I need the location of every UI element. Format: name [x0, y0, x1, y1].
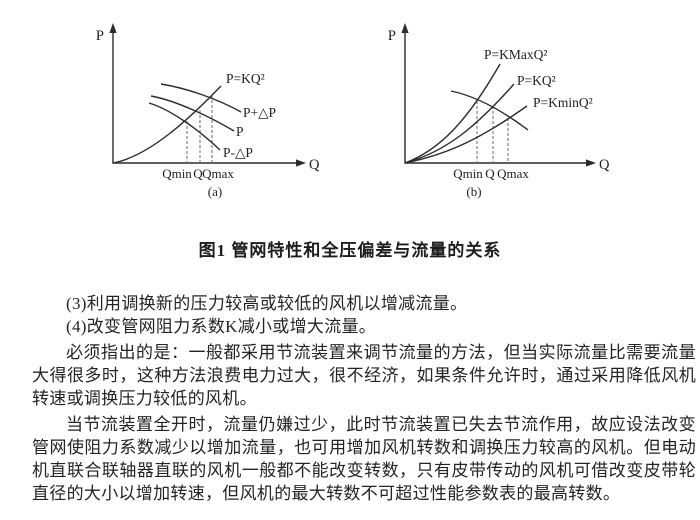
- text-line: 大得很多时，这种方法浪费电力过大，很不经济，如果条件允许时，通过采用降低风机: [32, 366, 696, 385]
- system-curve-k: [404, 83, 515, 164]
- text-line: 当节流装置全开时，流量仍嫌过少，此时节流装置已失去节流作用，故应设法改变: [66, 415, 696, 434]
- text-line: 直径的大小以增加转速，但风机的最大转数不可超过性能参数表的最高转数。: [32, 484, 621, 503]
- diagram-b: P Q P=KMaxQ² P=KQ² P=KminQ² Qmin Q Qmax …: [388, 23, 610, 199]
- text-line: 管网使阻力系数减少以增加流量，也可用增加风机转数和调换压力较高的风机。但电动: [32, 438, 696, 457]
- text-line: 转速或调换压力较低的风机。: [32, 389, 257, 408]
- system-curve-kmax: [404, 63, 501, 164]
- x-axis-label: Q: [309, 157, 320, 173]
- subfigure-label-a: (a): [208, 184, 222, 199]
- tick-qmax: Qmax: [202, 166, 234, 181]
- text-line: (4)改变管网阻力系数K减小或增大流量。: [66, 317, 377, 336]
- curve-label-system: P=KQ²: [226, 71, 265, 86]
- paragraph-full-open: 当节流装置全开时，流量仍嫌过少，此时节流装置已失去节流作用，故应设法改变 管网使…: [32, 413, 696, 505]
- tick-qmin: Qmin: [453, 166, 483, 181]
- curve-label-k: P=KQ²: [517, 73, 556, 88]
- y-axis-label: P: [388, 28, 396, 44]
- diagram-a: P Q P=KQ² P+△P P P-△P Qmin Q Qmax (a): [96, 23, 320, 199]
- curve-label-p-plus-dp: P+△P: [243, 105, 276, 120]
- paragraph-note-throttle: 必须指出的是：一般都采用节流装置来调节流量的方法，但当实际流量比需要流量 大得很…: [32, 341, 696, 410]
- y-axis-arrow-icon: [401, 23, 409, 33]
- fan-curve-p-plus-dp: [160, 83, 242, 113]
- figure-1-diagrams: P Q P=KQ² P+△P P P-△P Qmin Q Qmax (a) P …: [96, 23, 610, 199]
- x-axis-arrow-icon: [586, 159, 596, 167]
- y-axis-arrow-icon: [109, 23, 117, 33]
- tick-qmax: Qmax: [497, 166, 529, 181]
- tick-qmin: Qmin: [162, 166, 192, 181]
- text-line: 必须指出的是：一般都采用节流装置来调节流量的方法，但当实际流量比需要流量: [66, 343, 696, 362]
- fan-curve-p-minus-dp: [148, 102, 221, 151]
- curve-label-p-minus-dp: P-△P: [223, 145, 253, 160]
- paragraph-item-4: (4)改变管网阻力系数K减小或增大流量。: [32, 315, 696, 338]
- curve-label-kmax: P=KMaxQ²: [484, 47, 547, 62]
- text-line: (3)利用调换新的压力较高或较低的风机以增减流量。: [66, 294, 468, 313]
- subfigure-label-b: (b): [466, 184, 481, 199]
- paragraph-item-3: (3)利用调换新的压力较高或较低的风机以增减流量。: [32, 292, 696, 315]
- tick-q: Q: [485, 166, 495, 181]
- system-curve-kmin: [404, 105, 528, 164]
- curve-label-kmin: P=KminQ²: [533, 95, 593, 110]
- fan-pressure-curve: [450, 90, 529, 131]
- x-axis-label: Q: [599, 157, 610, 173]
- text-line: 机直联合联轴器直联的风机一般都不能改变转数，只有皮带传动的风机可借改变皮带轮: [32, 461, 696, 480]
- y-axis-label: P: [96, 28, 104, 44]
- article-body: (3)利用调换新的压力较高或较低的风机以增减流量。 (4)改变管网阻力系数K减小…: [32, 292, 696, 505]
- system-resistance-curve: [112, 85, 222, 164]
- figure-caption: 图1 管网特性和全压偏差与流量的关系: [198, 241, 502, 260]
- tick-q: Q: [193, 166, 203, 181]
- x-axis-arrow-icon: [296, 159, 306, 167]
- curve-label-p: P: [236, 124, 244, 139]
- fan-curve-p: [150, 95, 235, 132]
